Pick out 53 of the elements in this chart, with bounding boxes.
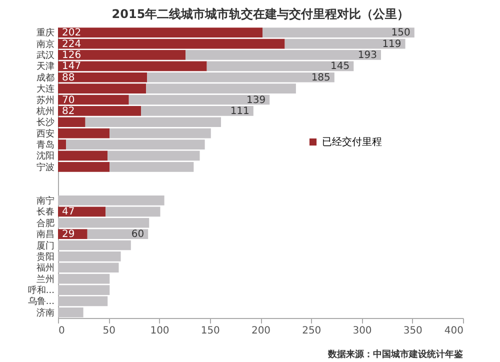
y-tick-label: 南宁 — [36, 195, 54, 206]
y-tick-label: 长沙 — [36, 117, 54, 128]
data-label: 111 — [230, 106, 250, 117]
data-label: 88 — [62, 72, 75, 84]
y-tick-label: 青岛 — [36, 140, 54, 151]
data-label: 139 — [246, 94, 266, 106]
y-tick-label: 厦门 — [36, 240, 54, 252]
y-tick-label: 南昌 — [36, 229, 54, 240]
x-tick-label: 0 — [58, 326, 65, 336]
y-tick-label: 乌鲁... — [28, 296, 54, 308]
data-label: 185 — [311, 72, 330, 84]
chart-title: 2015年二线城市城市轨交在建与交付里程对比（公里） — [112, 7, 410, 21]
data-label: 47 — [62, 206, 75, 218]
data-label: 147 — [62, 61, 82, 72]
x-tick-label: 350 — [403, 326, 422, 336]
y-tick-label: 贵阳 — [36, 251, 54, 262]
y-tick-label: 兰州 — [36, 274, 54, 285]
source-note: 数据来源：中国城市建设统计年鉴 — [327, 349, 463, 360]
data-label: 193 — [358, 50, 377, 61]
data-label: 60 — [131, 229, 144, 240]
y-tick-label: 天津 — [36, 61, 54, 72]
data-label: 82 — [62, 106, 75, 117]
y-tick-label: 宁波 — [36, 162, 54, 173]
data-label: 224 — [62, 38, 82, 50]
y-tick-label: 西安 — [36, 128, 54, 140]
x-tick-label: 250 — [302, 326, 322, 336]
data-label: 145 — [330, 61, 350, 72]
data-label: 70 — [62, 94, 75, 106]
legend-label: 已经交付里程 — [322, 136, 382, 148]
x-tick-label: 200 — [251, 326, 271, 336]
y-tick-label: 济南 — [36, 307, 54, 318]
x-tick-label: 100 — [150, 326, 170, 336]
data-label: 29 — [62, 229, 75, 240]
y-tick-label: 成都 — [36, 72, 54, 84]
y-tick-label: 长春 — [36, 206, 54, 218]
y-tick-label: 南京 — [36, 38, 54, 50]
y-tick-label: 重庆 — [36, 28, 54, 39]
data-label: 150 — [391, 28, 410, 39]
data-label: 126 — [62, 50, 82, 61]
y-tick-label: 呼和... — [28, 285, 54, 296]
y-tick-label: 大连 — [36, 84, 54, 95]
x-tick-label: 300 — [352, 326, 372, 336]
y-tick-label: 苏州 — [36, 94, 54, 106]
x-tick-label: 150 — [200, 326, 220, 336]
y-tick-label: 沈阳 — [36, 150, 54, 162]
y-tick-label: 武汉 — [36, 50, 54, 61]
y-tick-label: 福州 — [36, 262, 54, 274]
data-label: 202 — [62, 28, 82, 39]
x-tick-label: 400 — [444, 326, 464, 336]
x-tick-label: 50 — [102, 326, 116, 336]
y-tick-label: 杭州 — [36, 106, 54, 117]
data-label: 119 — [382, 38, 402, 50]
y-tick-label: 合肥 — [36, 218, 54, 229]
